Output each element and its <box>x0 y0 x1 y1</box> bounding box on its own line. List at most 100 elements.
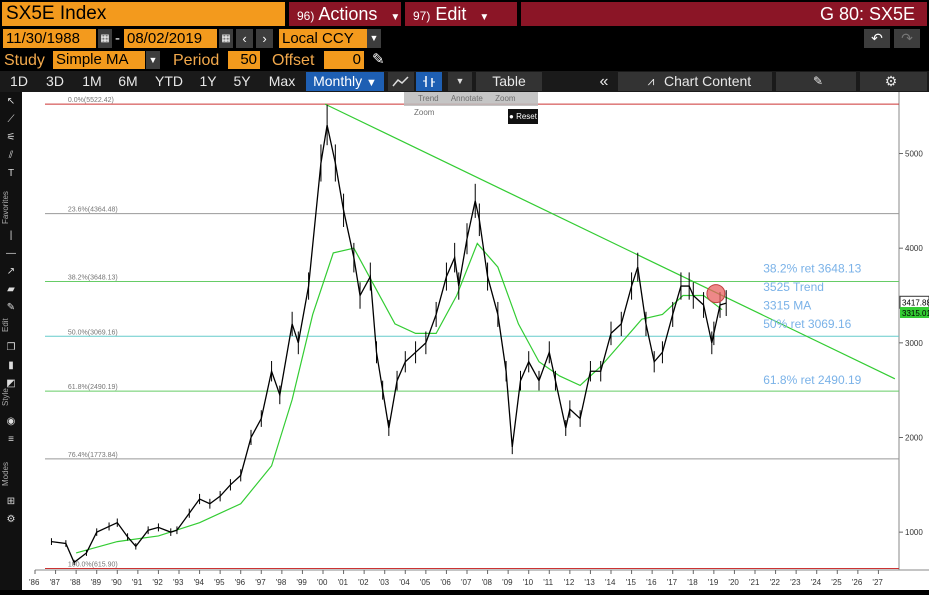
undo-icon[interactable]: ↶ <box>864 29 890 48</box>
x-tick-label: '25 <box>831 578 842 587</box>
annotation-label: 38.2% ret 3648.13 <box>763 261 861 275</box>
date-range-bar: 11/30/1988 ▦ - 08/02/2019 ▦ ‹ › Local CC… <box>0 28 929 49</box>
settings-small-icon[interactable]: ⚙ <box>6 514 16 525</box>
fib-level-label: 38.2%(3648.13) <box>68 274 118 281</box>
actions-menu[interactable]: 96) Actions ▼ <box>289 2 401 26</box>
reset-icon: ● <box>509 112 514 121</box>
y-tick-label: 2000 <box>905 433 923 442</box>
x-tick-label: '94 <box>194 578 205 587</box>
range-5y[interactable]: 5Y <box>233 73 251 89</box>
range-max[interactable]: Max <box>268 73 296 89</box>
palette-icon[interactable]: ◉ <box>6 416 16 427</box>
start-date-input[interactable]: 11/30/1988 <box>3 29 96 48</box>
actions-label: Actions <box>318 4 378 24</box>
x-tick-label: '04 <box>399 578 410 587</box>
pencil-icon[interactable]: ✎ <box>6 302 16 313</box>
grid-icon[interactable]: ⊞ <box>6 496 16 507</box>
chart-content-icon: ⩘ <box>647 74 655 88</box>
style-label: Style <box>1 388 10 406</box>
fib-level-label: 61.8%(2490.19) <box>68 384 118 391</box>
x-tick-label: '95 <box>214 578 225 587</box>
x-tick-label: '02 <box>358 578 369 587</box>
x-tick-label: '03 <box>379 578 390 587</box>
calendar-icon[interactable]: ▦ <box>98 29 112 48</box>
chevron-down-icon[interactable]: ▼ <box>367 29 381 48</box>
cursor-icon[interactable]: ↖ <box>6 96 16 107</box>
fib-level-label: 50.0%(3069.16) <box>68 329 118 336</box>
line-tool-icon[interactable]: ⟋ <box>7 114 15 125</box>
annotation-label: 3315 MA <box>763 299 811 313</box>
x-tick-label: '00 <box>317 578 328 587</box>
line-style-icon[interactable]: ≡ <box>8 434 14 445</box>
redo-icon[interactable]: ↷ <box>894 29 920 48</box>
chevron-down-icon[interactable]: ▼ <box>146 51 160 69</box>
modes-label: Modes <box>1 461 10 486</box>
color-icon[interactable]: ◩ <box>6 378 16 389</box>
popup-annotate[interactable]: Annotate <box>450 94 483 103</box>
study-type-select[interactable]: Simple MA <box>53 51 145 69</box>
range-1y[interactable]: 1Y <box>199 73 217 89</box>
chart-mini-toolbar: Trend Annotate Zoom Zoom <box>404 92 538 117</box>
range-1d[interactable]: 1D <box>10 73 28 89</box>
price-chart[interactable]: 1000 2000 3000 4000 5000 '86 '87 '88 '89 '90 '91 '9… <box>22 92 929 590</box>
range-6m[interactable]: 6M <box>118 73 138 89</box>
range-ytd[interactable]: YTD <box>155 73 183 89</box>
chevron-down-icon: ▼ <box>479 12 490 23</box>
moving-average-line <box>75 242 723 554</box>
x-tick-label: '22 <box>770 578 781 587</box>
chart-area[interactable]: 1000 2000 3000 4000 5000 '86 '87 '88 '89 '90 '91 '9… <box>22 92 929 590</box>
x-tick-label: '93 <box>173 578 184 587</box>
prev-arrow-icon[interactable]: ‹ <box>236 29 253 48</box>
x-tick-label: '21 <box>749 578 760 587</box>
favorites-label: Favorites <box>1 191 10 224</box>
y-tick-label: 3000 <box>905 339 923 348</box>
copy-icon[interactable]: ❐ <box>6 342 16 353</box>
vertical-line-icon[interactable]: | <box>9 230 13 241</box>
period-input[interactable]: 50 <box>228 51 260 69</box>
channel-tool-icon[interactable]: ⫽ <box>8 150 14 161</box>
reset-button[interactable]: ● Reset <box>508 109 538 124</box>
chevron-down-icon[interactable]: ▼ <box>448 72 472 91</box>
end-date-input[interactable]: 08/02/2019 <box>124 29 217 48</box>
x-tick-label: '10 <box>523 578 534 587</box>
table-button[interactable]: Table <box>492 73 526 89</box>
bar-chart-icon[interactable] <box>416 72 442 91</box>
x-tick-label: '97 <box>255 578 266 587</box>
trash-icon[interactable]: ▮ <box>8 360 14 371</box>
edit-menu[interactable]: 97) Edit ▼ <box>405 2 517 26</box>
x-tick-label: '12 <box>564 578 575 587</box>
ticker-field[interactable]: SX5E Index <box>2 2 285 26</box>
brush-icon[interactable]: ▰ <box>7 284 15 295</box>
currency-select[interactable]: Local CCY <box>279 29 367 48</box>
calendar-icon[interactable]: ▦ <box>219 29 233 48</box>
x-tick-label: '89 <box>91 578 102 587</box>
text-tool-icon[interactable]: T <box>7 168 15 179</box>
next-arrow-icon[interactable]: › <box>256 29 273 48</box>
reset-label: Reset <box>516 112 537 121</box>
x-tick-label: '07 <box>461 578 472 587</box>
x-tick-label: '27 <box>872 578 883 587</box>
range-1m[interactable]: 1M <box>82 73 102 89</box>
drawing-toolbar: ↖ ⟋ ⚟ ⫽ T Favorites | — ↗ ▰ ✎ Edit ❐ ▮ ◩… <box>0 92 22 590</box>
collapse-icon[interactable]: « <box>599 73 609 90</box>
horizontal-line-icon[interactable]: — <box>6 248 16 259</box>
popup-zoom-2[interactable]: Zoom <box>414 108 435 117</box>
graph-title: G 80: SX5E <box>819 4 915 24</box>
y-tick-label: 1000 <box>905 528 923 537</box>
frequency-select[interactable]: Monthly ▼ <box>306 72 384 91</box>
fib-tool-icon[interactable]: ⚟ <box>6 132 16 143</box>
chart-content-button[interactable]: Chart Content <box>664 73 752 89</box>
offset-input[interactable]: 0 <box>324 51 364 69</box>
arrow-tool-icon[interactable]: ↗ <box>6 266 16 277</box>
frequency-label: Monthly <box>313 73 363 89</box>
gear-icon[interactable]: ⚙ <box>884 73 898 89</box>
popup-trend[interactable]: Trend <box>418 94 439 103</box>
fib-level-label: 100.0%(615.90) <box>68 561 118 568</box>
x-tick-label: '11 <box>543 578 553 587</box>
chart-content-bg <box>618 72 772 91</box>
range-3d[interactable]: 3D <box>46 73 64 89</box>
popup-zoom[interactable]: Zoom <box>495 94 516 103</box>
line-chart-icon[interactable] <box>388 72 414 91</box>
pencil-icon[interactable]: ✎ <box>372 51 385 68</box>
edit-chart-icon[interactable]: ✎ <box>812 74 824 88</box>
